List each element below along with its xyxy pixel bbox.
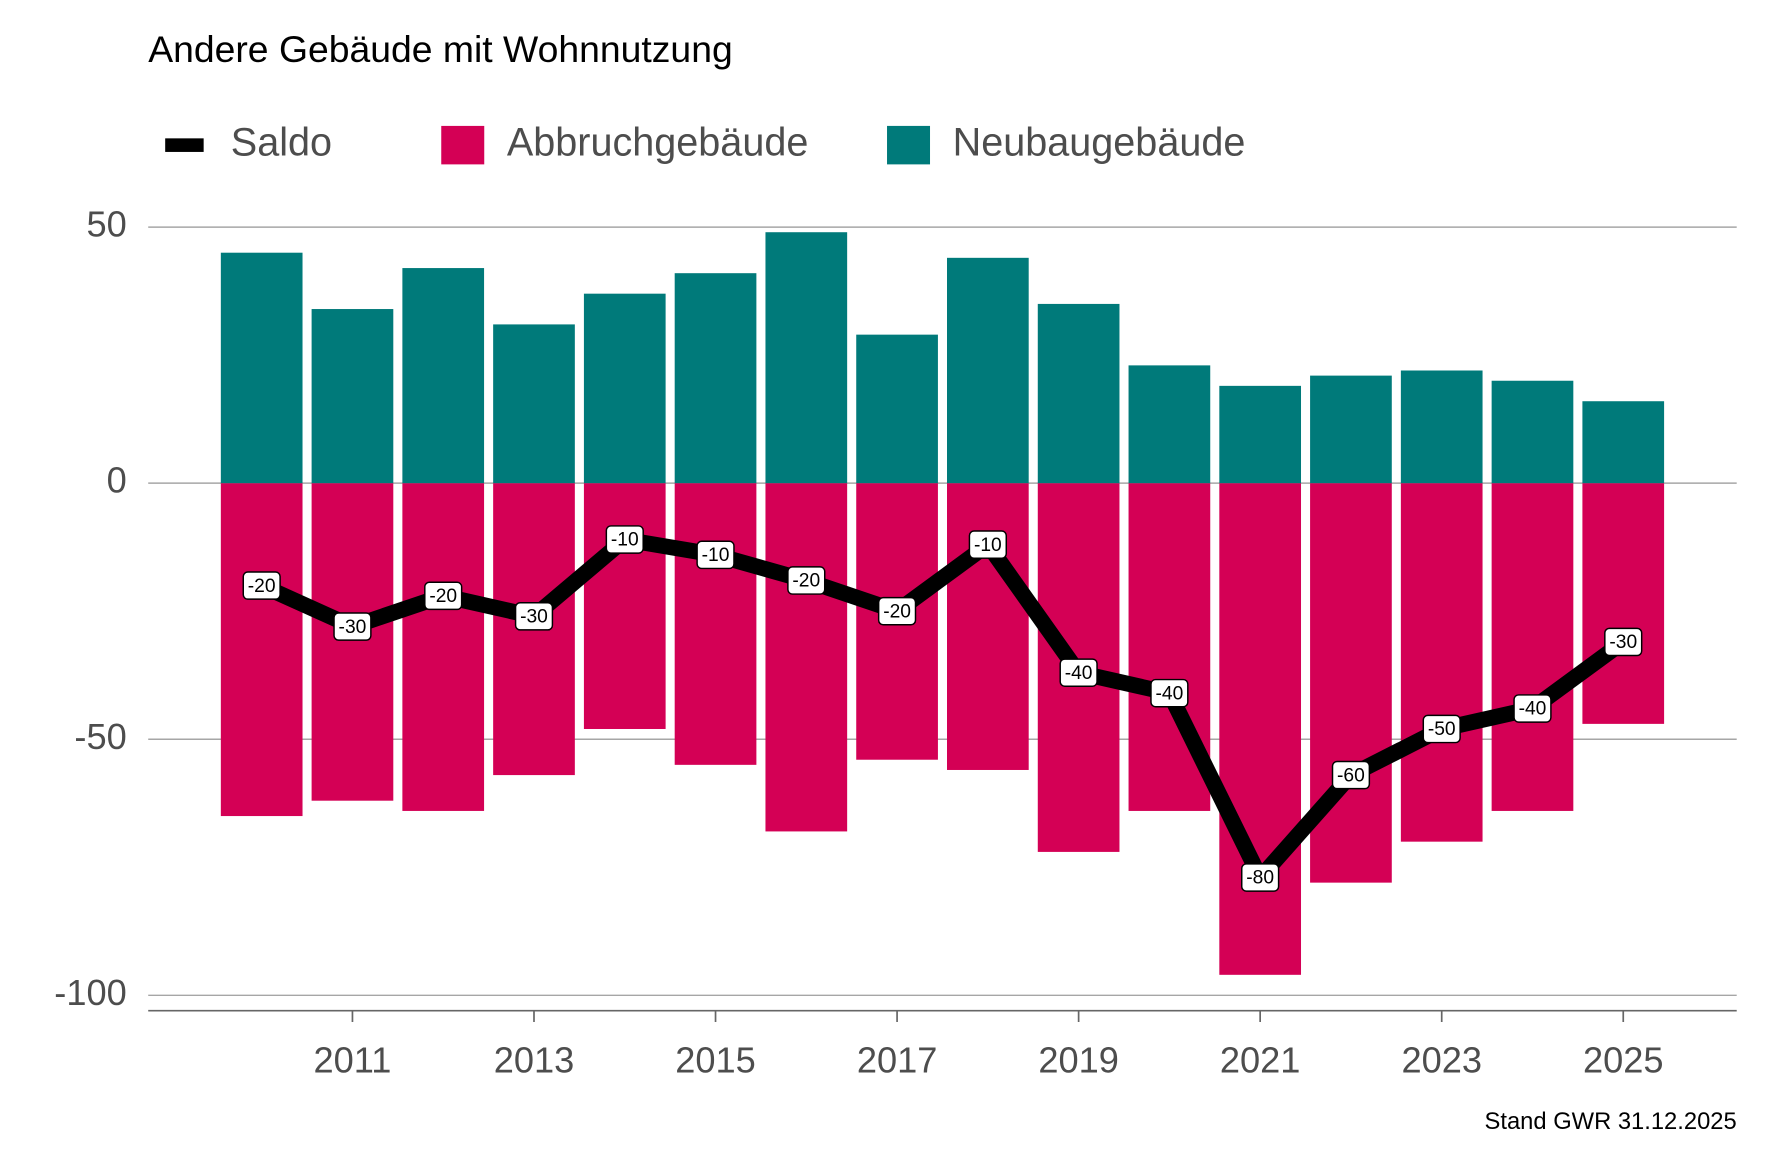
data-label: -10 bbox=[605, 525, 644, 554]
bar bbox=[1128, 365, 1211, 484]
data-label: -30 bbox=[333, 612, 372, 641]
data-label: -20 bbox=[787, 566, 826, 595]
data-label: -50 bbox=[1422, 714, 1461, 744]
bar bbox=[1491, 483, 1574, 811]
data-label-box bbox=[1241, 863, 1280, 892]
data-label: -80 bbox=[1241, 863, 1280, 892]
data-label-text: -20 bbox=[792, 571, 820, 592]
bar bbox=[1400, 370, 1483, 484]
bar bbox=[1491, 380, 1574, 484]
legend-label: Abbruchgebäude bbox=[507, 121, 809, 165]
data-label: -10 bbox=[696, 540, 735, 570]
y-tick-label: -50 bbox=[74, 716, 126, 757]
data-label-box bbox=[968, 530, 1008, 559]
data-label-text: -10 bbox=[974, 535, 1002, 556]
bar bbox=[402, 268, 485, 484]
legend-swatch bbox=[887, 125, 931, 165]
bar bbox=[311, 309, 394, 484]
caption: Stand GWR 31.12.2025 bbox=[1485, 1108, 1737, 1135]
data-label: -40 bbox=[1059, 658, 1098, 687]
chart-title: Andere Gebäude mit Wohnnutzung bbox=[148, 28, 733, 70]
legend-label: Saldo bbox=[231, 121, 332, 165]
bar bbox=[765, 483, 848, 832]
data-label: -40 bbox=[1513, 694, 1552, 723]
data-label-text: -50 bbox=[1428, 719, 1456, 740]
data-label-box bbox=[333, 612, 372, 641]
bar bbox=[765, 232, 848, 484]
bar bbox=[402, 483, 485, 811]
data-label-text: -60 bbox=[1337, 765, 1365, 786]
data-label-text: -30 bbox=[1609, 632, 1637, 653]
bar bbox=[583, 483, 666, 729]
bar bbox=[220, 252, 303, 484]
legend-label: Neubaugebäude bbox=[953, 121, 1246, 165]
x-tick-label: 2023 bbox=[1401, 1039, 1482, 1080]
data-label-box bbox=[1150, 678, 1189, 708]
data-label: -30 bbox=[514, 602, 554, 631]
data-label: -60 bbox=[1331, 760, 1371, 790]
legend-swatch bbox=[441, 125, 485, 165]
data-label-box bbox=[1513, 694, 1552, 723]
bar bbox=[1219, 385, 1302, 484]
data-label-box bbox=[242, 571, 281, 600]
bar bbox=[947, 257, 1029, 484]
data-label: -40 bbox=[1150, 678, 1189, 708]
y-tick-label: -100 bbox=[54, 972, 126, 1013]
data-label-text: -80 bbox=[1246, 868, 1274, 889]
bar bbox=[1310, 483, 1392, 883]
data-label-box bbox=[696, 540, 735, 570]
data-label-text: -40 bbox=[1156, 683, 1184, 704]
data-label: -20 bbox=[424, 581, 463, 611]
legend-swatch bbox=[165, 138, 204, 152]
data-label-text: -40 bbox=[1519, 699, 1547, 720]
data-label-box bbox=[1059, 658, 1098, 687]
data-label-text: -20 bbox=[883, 601, 911, 622]
data-label-text: -30 bbox=[520, 607, 548, 628]
data-label: -30 bbox=[1604, 627, 1643, 657]
bar bbox=[1037, 303, 1120, 484]
bar bbox=[493, 324, 575, 484]
bar bbox=[947, 483, 1029, 770]
bar bbox=[674, 483, 757, 765]
bar bbox=[1310, 375, 1392, 484]
data-label-text: -20 bbox=[429, 586, 457, 607]
x-tick-label: 2019 bbox=[1038, 1039, 1119, 1080]
bar bbox=[1582, 401, 1665, 484]
data-label-text: -10 bbox=[702, 545, 730, 566]
data-label-text: -20 bbox=[248, 576, 276, 597]
x-tick-label: 2011 bbox=[314, 1039, 392, 1080]
bar bbox=[1582, 483, 1665, 724]
data-label-box bbox=[1422, 714, 1461, 744]
data-label-box bbox=[514, 602, 554, 631]
y-tick-label: 0 bbox=[107, 460, 127, 501]
data-label-text: -40 bbox=[1065, 663, 1093, 684]
bar bbox=[1400, 483, 1483, 842]
x-tick-label: 2021 bbox=[1220, 1039, 1301, 1080]
data-label: -10 bbox=[968, 530, 1008, 559]
bar bbox=[220, 483, 303, 817]
line bbox=[258, 531, 1628, 886]
data-label-box bbox=[877, 596, 917, 626]
bar bbox=[674, 273, 757, 484]
y-tick-label: 50 bbox=[86, 204, 126, 245]
bar bbox=[583, 293, 666, 484]
data-label-box bbox=[424, 581, 463, 611]
bar bbox=[856, 334, 938, 484]
x-tick-label: 2013 bbox=[494, 1039, 575, 1080]
data-label-box bbox=[787, 566, 826, 595]
data-label-box bbox=[1604, 627, 1643, 657]
data-label: -20 bbox=[877, 596, 917, 626]
x-tick-label: 2017 bbox=[857, 1039, 938, 1080]
bar bbox=[311, 483, 394, 801]
data-label-box bbox=[1331, 760, 1371, 790]
data-label: -20 bbox=[242, 571, 281, 600]
data-label-text: -30 bbox=[339, 617, 367, 638]
x-tick-label: 2025 bbox=[1583, 1039, 1664, 1080]
x-tick-label: 2015 bbox=[675, 1039, 756, 1080]
data-label-text: -10 bbox=[611, 530, 639, 551]
data-label-box bbox=[605, 525, 644, 554]
bar bbox=[1219, 483, 1302, 975]
